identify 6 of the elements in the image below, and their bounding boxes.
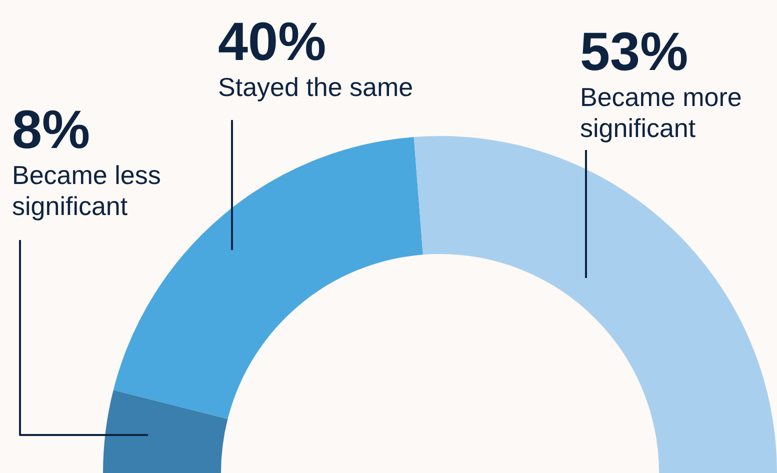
data-label: 8%: [12, 100, 90, 160]
slice-label: Stayed the same: [218, 72, 414, 102]
slice-label: Became less significant: [12, 160, 161, 221]
data-label: 40%: [218, 12, 326, 72]
slice-label: Became more significant: [580, 82, 742, 143]
data-label: 53%: [580, 22, 688, 82]
